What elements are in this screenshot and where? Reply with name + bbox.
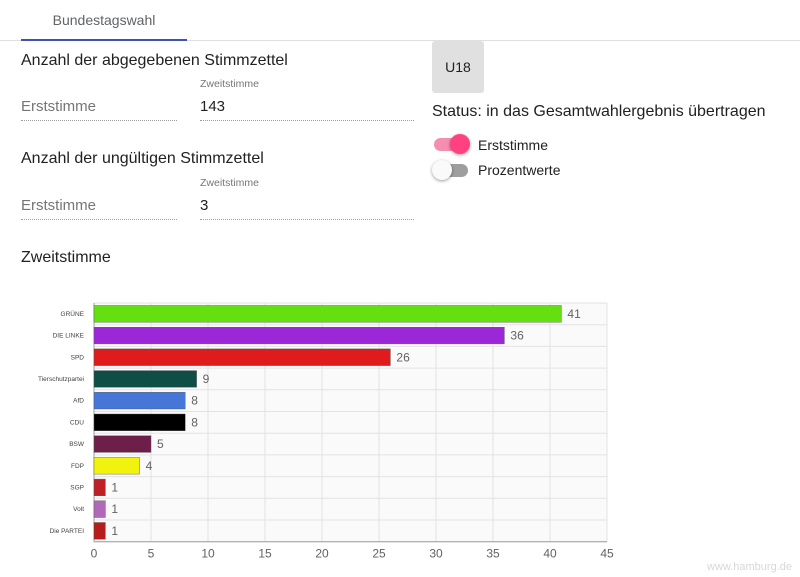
abgegebene-stimmzettel-title: Anzahl der abgegebenen Stimmzettel [21,52,288,69]
x-tick-label: 45 [600,547,614,561]
tab-bar: Bundestagswahl [0,0,800,41]
abgegeben-erststimme-placeholder: Erststimme [21,98,96,115]
x-tick-label: 10 [201,547,215,561]
ungueltig-zweitstimme-value: 3 [200,197,209,214]
toggle-knob [450,134,470,154]
status-text: Status: in das Gesamtwahlergebnis übertr… [432,103,766,120]
erststimme-toggle[interactable] [432,134,470,154]
category-label: Die PARTEI [50,528,85,535]
x-tick-label: 20 [315,547,329,561]
x-tick-label: 40 [543,547,557,561]
bar [93,522,106,540]
data-label: 26 [396,350,410,364]
category-label: CDU [70,419,84,426]
chart-section-title: Zweitstimme [21,249,111,266]
category-label: DIE LINKE [53,333,85,340]
data-label: 1 [111,502,118,516]
bar [93,305,562,323]
abgegeben-zweitstimme-value: 143 [200,98,226,115]
data-label: 1 [111,480,118,494]
data-label: 41 [567,307,581,321]
tab-bundestagswahl[interactable]: Bundestagswahl [21,0,187,41]
bar [93,392,186,410]
ungueltig-erststimme-field[interactable]: Erststimme [21,177,177,220]
data-label: 8 [191,415,198,429]
category-label: BSW [69,441,85,448]
bar [93,457,140,475]
data-label: 8 [191,394,198,408]
data-label: 9 [203,372,210,386]
x-tick-label: 15 [258,547,272,561]
category-label: AfD [73,398,84,405]
data-label: 5 [157,437,164,451]
bar [93,348,391,366]
prozentwerte-toggle-label: Prozentwerte [478,162,561,178]
erststimme-toggle-label: Erststimme [478,137,548,153]
ungueltig-zweitstimme-label: Zweitstimme [200,177,259,189]
category-label: FDP [71,463,84,470]
category-label: Volt [73,506,84,513]
abgegeben-erststimme-field[interactable]: Erststimme [21,78,177,121]
prozentwerte-toggle[interactable] [432,160,470,180]
bar [93,435,152,453]
bar [93,327,505,345]
toggle-knob [432,160,452,180]
category-label: SPD [71,354,85,361]
ungueltig-erststimme-placeholder: Erststimme [21,197,96,214]
ungueltig-zweitstimme-field[interactable]: Zweitstimme 3 [200,177,414,220]
abgegeben-zweitstimme-label: Zweitstimme [200,78,259,90]
watermark: www.hamburg.de [707,561,792,573]
category-label: SGP [70,484,84,491]
x-tick-label: 25 [372,547,386,561]
category-label: GRÜNE [61,310,85,318]
bar [93,370,197,388]
x-tick-label: 35 [486,547,500,561]
data-label: 36 [510,329,524,343]
x-tick-label: 0 [91,547,98,561]
x-tick-label: 30 [429,547,443,561]
data-label: 1 [111,524,118,538]
x-tick-label: 5 [148,547,155,561]
data-label: 4 [146,459,153,473]
bar [93,413,186,431]
bar [93,500,106,518]
bar [93,478,106,497]
category-label: Tierschutzpartei [38,376,84,383]
abgegeben-zweitstimme-field[interactable]: Zweitstimme 143 [200,78,414,121]
u18-button[interactable]: U18 [432,41,484,93]
ungueltige-stimmzettel-title: Anzahl der ungültigen Stimmzettel [21,150,264,167]
